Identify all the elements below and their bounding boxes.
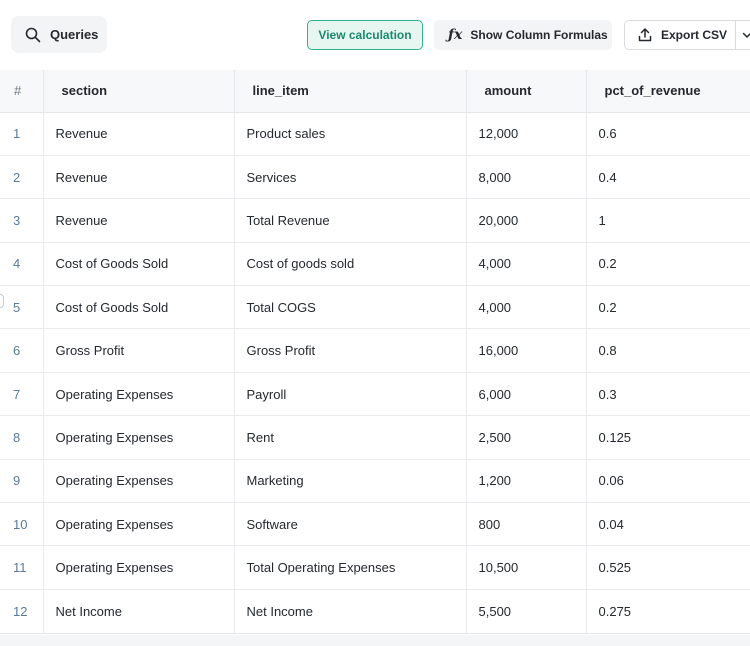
show-column-formulas-label: Show Column Formulas — [470, 28, 608, 42]
view-calculation-button[interactable]: View calculation — [307, 20, 423, 50]
line-item-cell: Software — [234, 502, 467, 547]
table-row[interactable]: 12 Net Income Net Income 5,500 0.275 — [0, 589, 750, 633]
table-row[interactable]: 4 Cost of Goods Sold Cost of goods sold 4,0… — [0, 242, 750, 287]
row-index: 4 — [0, 242, 44, 287]
line-item-cell: Payroll — [234, 372, 467, 417]
line-item-cell: Total Revenue — [234, 198, 467, 243]
row-index: 11 — [0, 545, 44, 590]
line-item-cell: Gross Profit — [234, 328, 467, 373]
show-column-formulas-button[interactable]: ƒx Show Column Formulas — [434, 20, 612, 50]
section-cell: Net Income — [43, 589, 235, 633]
search-icon — [25, 27, 41, 42]
section-cell: Cost of Goods Sold — [43, 242, 235, 287]
results-table: # section line_item amount pct_of_revenu… — [0, 70, 750, 633]
table-row[interactable]: 1 Revenue Product sales 12,000 0.6 — [0, 112, 750, 156]
pct-of-revenue-cell: 0.3 — [586, 372, 750, 417]
section-cell: Revenue — [43, 155, 235, 200]
queries-button[interactable]: Queries — [11, 16, 107, 53]
row-index: 2 — [0, 155, 44, 200]
pct-of-revenue-cell: 0.525 — [586, 545, 750, 590]
pct-of-revenue-cell: 0.06 — [586, 459, 750, 504]
section-cell: Operating Expenses — [43, 372, 235, 417]
table-row[interactable]: 8 Operating Expenses Rent 2,500 0.125 — [0, 415, 750, 460]
line-item-cell: Services — [234, 155, 467, 200]
amount-cell: 800 — [466, 502, 587, 547]
table-row[interactable]: 7 Operating Expenses Payroll 6,000 0.3 — [0, 372, 750, 417]
amount-cell: 4,000 — [466, 242, 587, 287]
results-toolbar: Queries View calculation ƒx Show Column … — [0, 0, 750, 70]
section-cell: Operating Expenses — [43, 415, 235, 460]
row-index: 5 — [0, 285, 44, 330]
pct-of-revenue-cell: 0.275 — [586, 589, 750, 633]
amount-cell: 6,000 — [466, 372, 587, 417]
table-row[interactable]: 3 Revenue Total Revenue 20,000 1 — [0, 198, 750, 243]
table-header-row: # section line_item amount pct_of_revenu… — [0, 70, 750, 113]
table-row[interactable]: 5 Cost of Goods Sold Total COGS 4,000 0.2 — [0, 285, 750, 330]
row-index: 3 — [0, 198, 44, 243]
chevron-down-icon[interactable] — [741, 29, 750, 41]
table-row[interactable]: 10 Operating Expenses Software 800 0.04 — [0, 502, 750, 547]
section-cell: Revenue — [43, 112, 235, 156]
section-cell: Gross Profit — [43, 328, 235, 373]
column-header-index[interactable]: # — [0, 70, 44, 113]
section-cell: Cost of Goods Sold — [43, 285, 235, 330]
column-header-line-item[interactable]: line_item — [234, 70, 467, 113]
amount-cell: 20,000 — [466, 198, 587, 243]
amount-cell: 8,000 — [466, 155, 587, 200]
pct-of-revenue-cell: 0.2 — [586, 242, 750, 287]
line-item-cell: Marketing — [234, 459, 467, 504]
row-index: 9 — [0, 459, 44, 504]
row-index: 10 — [0, 502, 44, 547]
section-cell: Revenue — [43, 198, 235, 243]
amount-cell: 12,000 — [466, 112, 587, 156]
export-split-divider — [735, 21, 736, 49]
line-item-cell: Cost of goods sold — [234, 242, 467, 287]
column-header-section[interactable]: section — [43, 70, 235, 113]
table-row[interactable]: 11 Operating Expenses Total Operating Expe… — [0, 545, 750, 590]
section-cell: Operating Expenses — [43, 459, 235, 504]
pct-of-revenue-cell: 0.125 — [586, 415, 750, 460]
amount-cell: 16,000 — [466, 328, 587, 373]
row-index: 1 — [0, 112, 44, 156]
table-footer — [0, 635, 750, 646]
column-header-pct-of-revenue[interactable]: pct_of_revenue — [586, 70, 750, 113]
amount-cell: 2,500 — [466, 415, 587, 460]
section-cell: Operating Expenses — [43, 545, 235, 590]
pct-of-revenue-cell: 1 — [586, 198, 750, 243]
row-index: 7 — [0, 372, 44, 417]
amount-cell: 1,200 — [466, 459, 587, 504]
amount-cell: 4,000 — [466, 285, 587, 330]
formula-icon: ƒx — [448, 27, 463, 43]
line-item-cell: Total Operating Expenses — [234, 545, 467, 590]
upload-icon — [638, 28, 652, 42]
export-csv-button[interactable]: Export CSV — [624, 20, 750, 50]
table-row[interactable]: 2 Revenue Services 8,000 0.4 — [0, 155, 750, 200]
table-row[interactable]: 9 Operating Expenses Marketing 1,200 0.06 — [0, 459, 750, 504]
amount-cell: 5,500 — [466, 589, 587, 633]
line-item-cell: Net Income — [234, 589, 467, 633]
pct-of-revenue-cell: 0.04 — [586, 502, 750, 547]
pct-of-revenue-cell: 0.6 — [586, 112, 750, 156]
table-row[interactable]: 6 Gross Profit Gross Profit 16,000 0.8 — [0, 328, 750, 373]
line-item-cell: Rent — [234, 415, 467, 460]
section-cell: Operating Expenses — [43, 502, 235, 547]
resize-handle[interactable] — [0, 294, 4, 308]
row-index: 8 — [0, 415, 44, 460]
amount-cell: 10,500 — [466, 545, 587, 590]
row-index: 12 — [0, 589, 44, 633]
row-index: 6 — [0, 328, 44, 373]
view-calculation-label: View calculation — [318, 28, 412, 42]
line-item-cell: Total COGS — [234, 285, 467, 330]
pct-of-revenue-cell: 0.8 — [586, 328, 750, 373]
export-csv-label: Export CSV — [661, 28, 728, 42]
results-table-container: # section line_item amount pct_of_revenu… — [0, 70, 750, 634]
line-item-cell: Product sales — [234, 112, 467, 156]
pct-of-revenue-cell: 0.4 — [586, 155, 750, 200]
pct-of-revenue-cell: 0.2 — [586, 285, 750, 330]
queries-label: Queries — [50, 27, 99, 42]
column-header-amount[interactable]: amount — [466, 70, 587, 113]
